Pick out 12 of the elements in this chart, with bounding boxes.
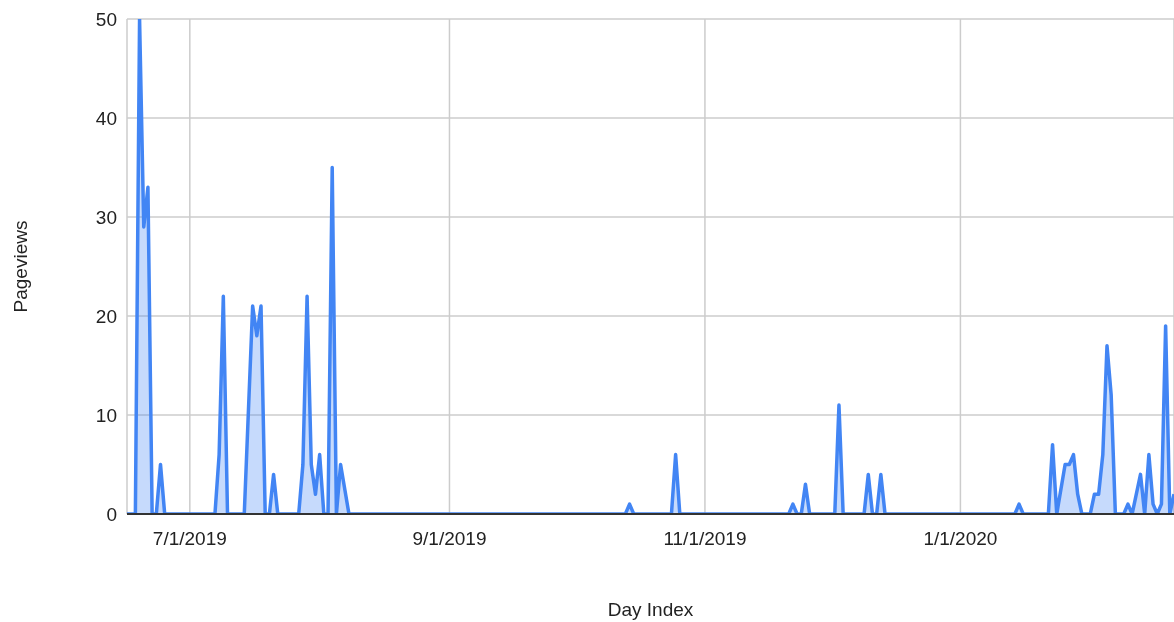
y-tick-label: 0 (106, 503, 117, 525)
y-tick-label: 20 (95, 305, 117, 327)
y-tick-label: 50 (95, 8, 117, 30)
y-tick-label: 10 (95, 404, 117, 426)
x-tick-label: 9/1/2019 (412, 528, 487, 550)
x-tick-label: 1/1/2020 (923, 528, 998, 550)
y-tick-label: 40 (95, 107, 117, 129)
x-tick-label: 7/1/2019 (152, 528, 227, 550)
y-axis-title: Pageviews (9, 220, 31, 313)
x-tick-label: 11/1/2019 (663, 528, 747, 550)
y-tick-label: 30 (95, 206, 117, 228)
x-axis-title: Day Index (607, 599, 694, 620)
